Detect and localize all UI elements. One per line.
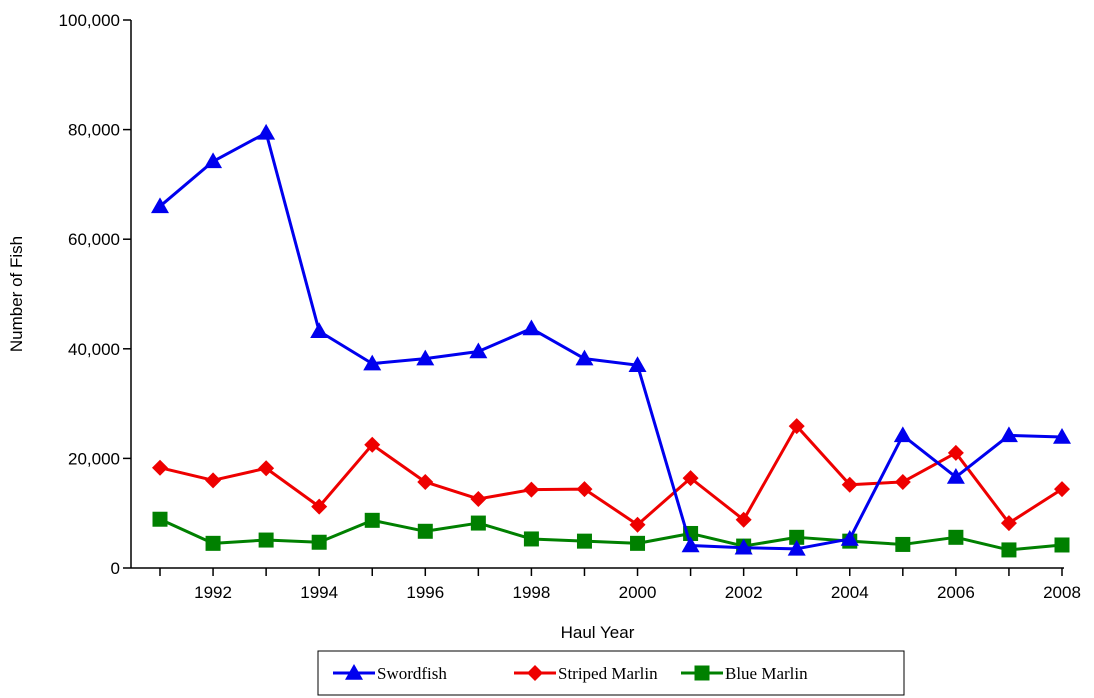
x-tick-label: 2008 bbox=[1043, 583, 1081, 602]
data-point-swordfish bbox=[257, 123, 276, 140]
data-point-blue-marlin bbox=[895, 536, 911, 552]
data-point-blue-marlin bbox=[205, 535, 221, 551]
data-point-striped-marlin bbox=[947, 444, 964, 461]
data-point-striped-marlin bbox=[205, 472, 222, 489]
y-tick-label: 80,000 bbox=[68, 121, 120, 140]
y-tick-label: 0 bbox=[111, 559, 120, 578]
data-point-swordfish bbox=[310, 322, 329, 339]
data-point-striped-marlin bbox=[523, 481, 540, 498]
data-point-swordfish bbox=[893, 426, 912, 443]
axes bbox=[130, 20, 1064, 569]
y-axis-title: Number of Fish bbox=[7, 236, 26, 352]
legend-swatch-marker bbox=[527, 665, 543, 681]
series-swordfish bbox=[151, 123, 1071, 556]
x-tick-label: 2000 bbox=[619, 583, 657, 602]
data-point-striped-marlin bbox=[417, 473, 434, 490]
data-point-blue-marlin bbox=[948, 529, 964, 545]
data-point-swordfish bbox=[416, 349, 435, 366]
data-point-swordfish bbox=[734, 538, 753, 555]
data-point-blue-marlin bbox=[364, 512, 380, 528]
x-tick-label: 2004 bbox=[831, 583, 869, 602]
data-point-striped-marlin bbox=[152, 459, 168, 476]
data-point-swordfish bbox=[999, 426, 1018, 443]
data-point-swordfish bbox=[681, 536, 700, 553]
data-point-striped-marlin bbox=[682, 470, 699, 487]
x-tick-label: 1998 bbox=[512, 583, 550, 602]
data-point-swordfish bbox=[946, 468, 965, 484]
x-axis-title: Haul Year bbox=[561, 623, 635, 642]
legend: Swordfish Striped Marlin Blue Marlin bbox=[317, 650, 905, 696]
data-point-striped-marlin bbox=[735, 511, 752, 528]
data-point-striped-marlin bbox=[894, 473, 911, 490]
x-tick-label: 2002 bbox=[725, 583, 763, 602]
data-point-striped-marlin bbox=[841, 476, 858, 493]
series-line-striped-marlin bbox=[159, 424, 1063, 527]
data-point-blue-marlin bbox=[523, 531, 539, 547]
data-point-swordfish bbox=[575, 349, 594, 366]
data-point-swordfish bbox=[628, 356, 647, 372]
data-point-swordfish bbox=[204, 152, 223, 169]
data-point-striped-marlin bbox=[1000, 515, 1017, 532]
y-tick-label: 60,000 bbox=[68, 230, 120, 249]
x-tick-label: 1994 bbox=[300, 583, 338, 602]
data-point-swordfish bbox=[787, 539, 806, 556]
legend-swatch-marker bbox=[345, 664, 363, 680]
series-line-blue-marlin bbox=[159, 517, 1063, 552]
y-tick-label: 100,000 bbox=[59, 11, 120, 30]
legend-item-striped-marlin: Striped Marlin bbox=[514, 664, 658, 683]
data-point-blue-marlin bbox=[630, 535, 646, 551]
data-point-striped-marlin bbox=[364, 436, 381, 453]
data-point-blue-marlin bbox=[417, 523, 433, 539]
y-tick-label: 40,000 bbox=[68, 340, 120, 359]
legend-label: Swordfish bbox=[377, 664, 447, 683]
data-point-striped-marlin bbox=[470, 490, 487, 507]
data-point-swordfish bbox=[1053, 428, 1071, 444]
data-point-swordfish bbox=[522, 319, 541, 336]
data-point-blue-marlin bbox=[311, 534, 327, 550]
legend-box bbox=[317, 650, 905, 696]
x-tick-label: 1992 bbox=[194, 583, 232, 602]
data-point-striped-marlin bbox=[311, 498, 328, 515]
legend-item-swordfish: Swordfish bbox=[333, 664, 447, 683]
series-layer bbox=[151, 123, 1071, 558]
legend-label: Blue Marlin bbox=[725, 664, 808, 683]
legend-label: Striped Marlin bbox=[558, 664, 658, 683]
series-blue-marlin bbox=[152, 511, 1070, 558]
data-point-blue-marlin bbox=[258, 532, 274, 548]
data-point-striped-marlin bbox=[629, 516, 646, 533]
data-point-blue-marlin bbox=[470, 515, 486, 531]
legend-item-blue-marlin: Blue Marlin bbox=[681, 664, 808, 683]
data-point-striped-marlin bbox=[788, 418, 805, 435]
data-point-striped-marlin bbox=[1054, 481, 1070, 498]
data-point-swordfish bbox=[151, 197, 169, 214]
data-point-blue-marlin bbox=[152, 511, 168, 527]
legend-items: Swordfish Striped Marlin Blue Marlin bbox=[333, 664, 808, 683]
data-point-blue-marlin bbox=[1054, 537, 1070, 553]
data-point-swordfish bbox=[469, 342, 488, 359]
data-point-blue-marlin bbox=[1001, 542, 1017, 558]
data-point-striped-marlin bbox=[576, 481, 593, 498]
series-striped-marlin bbox=[152, 418, 1070, 533]
data-point-swordfish bbox=[363, 354, 382, 371]
x-axis-ticks: 1992 1994 1996 1998 2000 2002 2004 2006 2008 bbox=[159, 568, 1081, 602]
y-axis-ticks: 0 20,000 40,000 60,000 80,000 100,000 bbox=[59, 11, 131, 578]
x-tick-label: 1996 bbox=[406, 583, 444, 602]
data-point-striped-marlin bbox=[258, 460, 275, 477]
x-tick-label: 2006 bbox=[937, 583, 975, 602]
series-line-swordfish bbox=[159, 131, 1063, 551]
data-point-swordfish bbox=[840, 529, 859, 546]
data-point-blue-marlin bbox=[789, 529, 805, 545]
legend-swatch-marker bbox=[694, 665, 710, 681]
data-point-blue-marlin bbox=[576, 533, 592, 549]
y-tick-label: 20,000 bbox=[68, 449, 120, 468]
